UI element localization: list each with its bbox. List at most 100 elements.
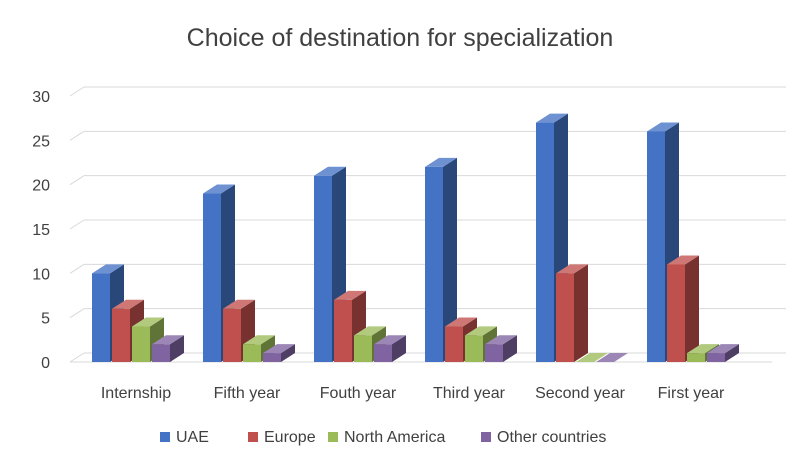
bar-top (485, 335, 517, 345)
bar (667, 255, 699, 362)
y-tick-label: 5 (41, 311, 50, 328)
y-tick-label: 0 (41, 355, 50, 372)
bar-front (445, 326, 463, 362)
bar (374, 335, 406, 362)
bar-side (685, 255, 699, 362)
y-axis-ticks: 0 5 10 15 20 25 30 (32, 89, 50, 372)
legend-label: UAE (176, 429, 209, 446)
bar-front (647, 131, 665, 362)
bar-top (576, 353, 608, 362)
legend-swatch (248, 432, 258, 442)
bar-top (92, 264, 124, 274)
bar-top (243, 335, 275, 345)
bar-top (334, 290, 366, 300)
bar-front (465, 335, 483, 362)
bar-front (556, 273, 574, 362)
bar-front (132, 326, 150, 362)
bar (707, 344, 739, 362)
bar-front (374, 344, 392, 362)
bar-side (574, 264, 588, 362)
grid-diagonal (69, 263, 85, 274)
bar-top (354, 326, 386, 336)
grid-diagonal (69, 308, 85, 319)
bar-front (243, 344, 261, 362)
x-category-label: First year (658, 385, 725, 402)
chart-title: Choice of destination for specialization (187, 24, 614, 52)
bar (152, 335, 184, 362)
grid-diagonal (69, 130, 85, 141)
bar-top (374, 335, 406, 345)
x-axis-categories: Internship Fifth year Fouth year Third year… (101, 385, 725, 402)
bar-front (334, 299, 352, 362)
y-tick-label: 15 (32, 222, 50, 239)
bar-top (465, 326, 497, 336)
bar-top (647, 122, 679, 132)
bar-top (223, 299, 255, 309)
x-category-label: Fouth year (320, 385, 397, 402)
bar-top (132, 317, 164, 327)
bar-top (687, 344, 719, 354)
grid-diagonal (69, 352, 85, 363)
bar-side (725, 344, 739, 362)
bar-front (112, 308, 130, 362)
bar-front (687, 353, 705, 362)
bar-front (425, 166, 443, 362)
bar-front (152, 344, 170, 362)
bar-side (392, 335, 406, 362)
x-category-label: Internship (101, 385, 171, 402)
bar (263, 344, 295, 362)
bar-side (281, 344, 295, 362)
y-tick-label: 10 (32, 266, 50, 283)
bar-top (314, 166, 346, 176)
bar-top (112, 299, 144, 309)
legend-item: UAE (160, 429, 209, 446)
bar-side (170, 335, 184, 362)
bar-front (92, 273, 110, 362)
legend-label: North America (344, 429, 445, 446)
bar-front (536, 122, 554, 362)
y-tick-label: 30 (32, 89, 50, 106)
bar (485, 335, 517, 362)
bar-top (152, 335, 184, 345)
bar-top (707, 344, 739, 354)
grid-diagonal (69, 175, 85, 186)
grid-diagonal (69, 86, 85, 97)
bar-top (596, 353, 628, 362)
legend: UAE Europe North America Other countries (160, 429, 606, 446)
bar-top (556, 264, 588, 274)
bar-front (707, 353, 725, 362)
legend-swatch (328, 432, 338, 442)
bar-top (536, 113, 568, 123)
bar-front (314, 175, 332, 362)
x-category-label: Third year (433, 385, 506, 402)
bar-top (425, 157, 457, 167)
bar-side (503, 335, 517, 362)
bar-side (443, 157, 457, 362)
bars (92, 113, 739, 362)
legend-swatch (481, 432, 491, 442)
grid-diagonal (69, 219, 85, 230)
bar-top (667, 255, 699, 265)
legend-item: North America (328, 429, 445, 446)
bar-front (203, 193, 221, 362)
bar (596, 353, 628, 362)
bar-front (485, 344, 503, 362)
y-tick-label: 20 (32, 178, 50, 195)
y-tick-label: 25 (32, 133, 50, 150)
x-category-label: Second year (535, 385, 626, 402)
bar (425, 157, 457, 362)
bar-front (354, 335, 372, 362)
bar-top (263, 344, 295, 354)
bar-front (223, 308, 241, 362)
legend-item: Other countries (481, 429, 606, 446)
legend-label: Other countries (497, 429, 606, 446)
bar-front (667, 264, 685, 362)
legend-swatch (160, 432, 170, 442)
bar (576, 353, 608, 362)
bar-front (263, 353, 281, 362)
legend-item: Europe (248, 429, 316, 446)
bar-top (203, 184, 235, 194)
bar (556, 264, 588, 362)
